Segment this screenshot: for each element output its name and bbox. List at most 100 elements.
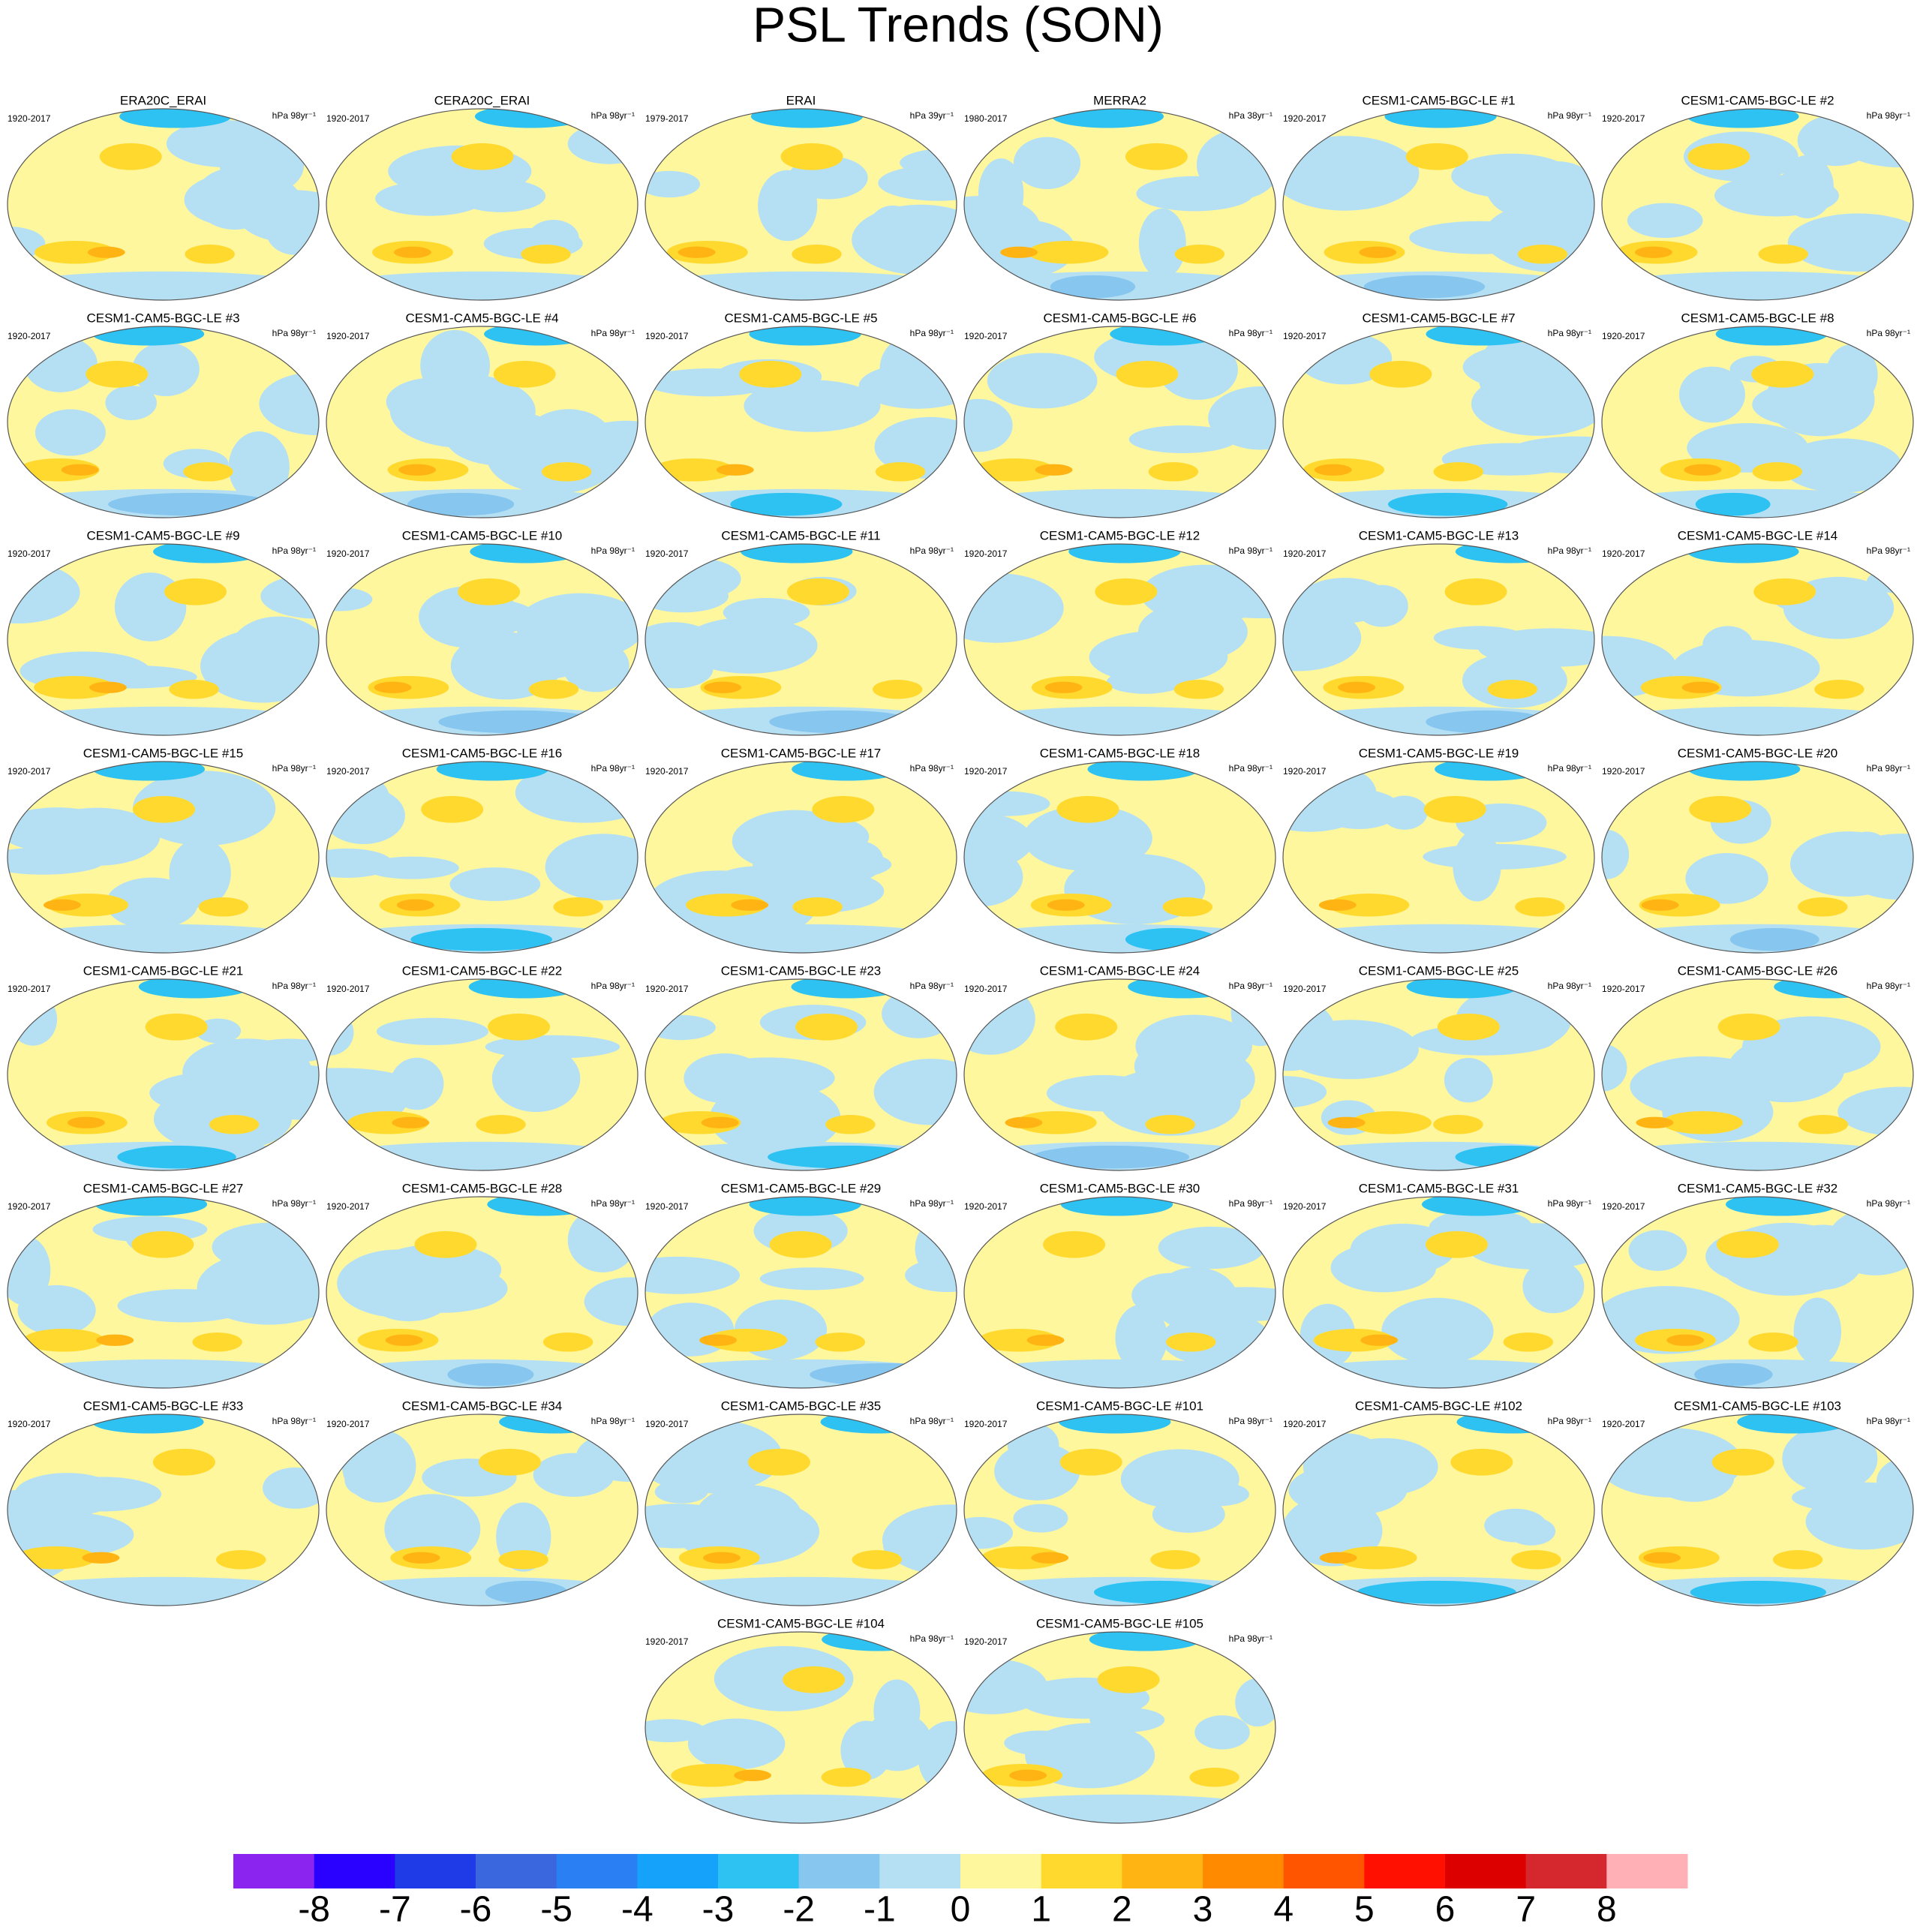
contour-fill <box>491 1044 581 1113</box>
colorbar-label: 2 <box>1112 1890 1132 1930</box>
contour-fill <box>1340 1363 1498 1387</box>
contour-fill <box>1690 1580 1827 1604</box>
contour-fill <box>964 398 1013 452</box>
colorbar-swatch <box>1122 1854 1203 1888</box>
map-outline <box>1282 326 1595 518</box>
panel-title: ERAI <box>786 93 816 107</box>
map-outline <box>7 543 320 736</box>
panel-title: CESM1-CAM5-BGC-LE #14 <box>1678 528 1838 542</box>
contour-fill <box>1687 762 1801 781</box>
contour-fill <box>710 1580 876 1604</box>
panel-period: 1920-2017 <box>964 766 1008 777</box>
map-panel: CESM1-CAM5-BGC-LE #21 1920-2017 hPa 98yr⁻¹ <box>7 963 320 1171</box>
panel-period: 1920-2017 <box>8 1201 51 1212</box>
contour-fill <box>1331 1438 1438 1496</box>
panel-title: CESM1-CAM5-BGC-LE #12 <box>1040 528 1200 542</box>
contour-fill <box>1643 1552 1681 1564</box>
contour-fill <box>18 458 100 482</box>
contour-fill <box>47 893 129 917</box>
map-panel: CESM1-CAM5-BGC-LE #15 1920-2017 hPa 98yr⁻¹ <box>7 746 320 954</box>
contour-fill <box>973 458 1055 482</box>
panel-period: 1920-2017 <box>8 548 51 559</box>
contour-fill <box>1678 366 1746 423</box>
contour-fill <box>716 464 754 476</box>
contour-fill <box>994 1442 1080 1501</box>
contour-fill <box>1319 1552 1357 1564</box>
contour-fill <box>1451 153 1573 199</box>
contour-fill <box>1711 1448 1774 1476</box>
colorbar-swatch <box>476 1854 557 1888</box>
contour-fill <box>653 458 734 482</box>
contour-fill <box>1635 246 1672 258</box>
contour-fill <box>1106 669 1184 694</box>
contour-fill <box>1365 927 1489 951</box>
panel-units: hPa 98yr⁻¹ <box>591 763 635 774</box>
contour-fill <box>341 1429 416 1503</box>
panel-period: 1920-2017 <box>1602 548 1645 559</box>
colorbar-swatch <box>395 1854 476 1888</box>
contour-fill <box>1387 492 1508 516</box>
contour-fill <box>1758 245 1808 264</box>
contour-fill <box>68 1116 105 1128</box>
panel-title: CESM1-CAM5-BGC-LE #19 <box>1359 746 1519 760</box>
colorbar-swatch <box>1525 1854 1607 1888</box>
map-outline <box>1282 1414 1595 1606</box>
map-outline <box>645 1631 957 1824</box>
panel-period: 1920-2017 <box>326 548 370 559</box>
panel-title: CESM1-CAM5-BGC-LE #1 <box>1362 93 1515 107</box>
contour-fill <box>1089 1632 1202 1651</box>
contour-fill <box>1752 383 1855 426</box>
contour-fill <box>1158 1226 1265 1269</box>
contour-fill <box>407 492 515 516</box>
contour-fill <box>1455 1145 1569 1169</box>
panel-title: CESM1-CAM5-BGC-LE #105 <box>1036 1616 1203 1630</box>
panel-title: CESM1-CAM5-BGC-LE #11 <box>721 528 880 542</box>
contour-fill <box>228 431 290 503</box>
contour-fill <box>1023 805 1152 871</box>
contour-fill <box>766 275 843 299</box>
panel-title: CESM1-CAM5-BGC-LE #102 <box>1355 1399 1522 1413</box>
panel-units: hPa 98yr⁻¹ <box>272 328 316 338</box>
panel-units: hPa 98yr⁻¹ <box>1548 1198 1591 1209</box>
contour-fill <box>89 681 127 693</box>
map-panel: CESM1-CAM5-BGC-LE #28 1920-2017 hPa 98yr⁻¹ <box>326 1181 638 1389</box>
contour-fill <box>645 170 701 198</box>
panel-period: 1920-2017 <box>1602 113 1645 124</box>
colorbar-label: 4 <box>1273 1890 1294 1930</box>
contour-fill <box>1687 143 1750 170</box>
panel-period: 1920-2017 <box>1602 331 1645 341</box>
contour-fill <box>872 680 923 699</box>
contour-fill <box>106 877 198 930</box>
map-panel: CESM1-CAM5-BGC-LE #3 1920-2017 hPa 98yr⁻¹ <box>7 311 320 518</box>
panel-period: 1920-2017 <box>8 113 51 124</box>
contour-fill <box>1162 897 1213 917</box>
panel-title: CESM1-CAM5-BGC-LE #7 <box>1362 311 1515 325</box>
contour-fill <box>964 791 1050 816</box>
map-outline <box>1601 761 1914 954</box>
contour-fill <box>376 1017 489 1046</box>
contour-fill <box>873 1059 957 1125</box>
colorbar-swatch <box>556 1854 638 1888</box>
map-panel: CESM1-CAM5-BGC-LE #30 1920-2017 hPa 98yr⁻¹ <box>963 1181 1276 1389</box>
contour-fill <box>385 1334 423 1346</box>
contour-fill <box>145 1013 208 1041</box>
contour-fill <box>200 629 319 703</box>
contour-fill <box>247 1038 319 1063</box>
contour-fill <box>1327 1116 1366 1128</box>
map-panel: CESM1-CAM5-BGC-LE #102 1920-2017 hPa 98yr⁻… <box>1282 1399 1595 1606</box>
contour-fill <box>1602 829 1630 879</box>
panel-units: hPa 98yr⁻¹ <box>591 981 635 991</box>
contour-fill <box>769 1230 832 1258</box>
contour-fill <box>1735 710 1837 734</box>
contour-fill <box>364 1263 454 1322</box>
contour-fill <box>86 1363 241 1387</box>
map-outline <box>1601 326 1914 518</box>
colorbar-swatch <box>233 1854 315 1888</box>
contour-fill <box>1095 578 1158 605</box>
contour-fill <box>1433 1115 1483 1134</box>
contour-fill <box>964 1658 1048 1714</box>
map-outline <box>7 761 320 954</box>
contour-fill <box>1444 578 1507 605</box>
panel-period: 1920-2017 <box>1602 984 1645 994</box>
contour-fill <box>783 1666 846 1693</box>
